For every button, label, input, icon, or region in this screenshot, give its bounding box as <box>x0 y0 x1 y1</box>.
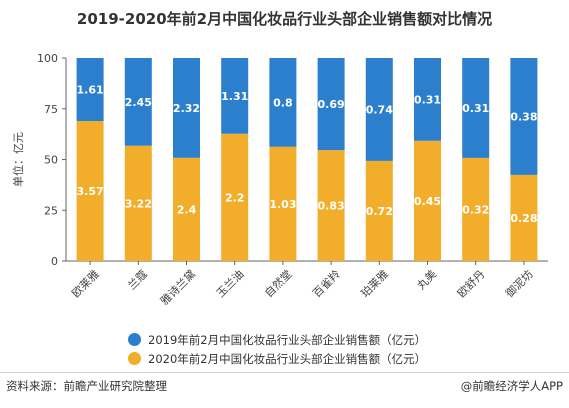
data-label-2019: 0.31 <box>462 102 489 115</box>
bar-2019 <box>317 58 345 151</box>
data-label-2020: 3.57 <box>77 185 104 198</box>
y-tick-label: 75 <box>44 103 58 116</box>
bar-2019 <box>365 58 393 161</box>
source-note: 资料来源：前瞻产业研究院整理 <box>6 379 167 393</box>
bar-2020 <box>462 157 490 261</box>
data-label-2019: 2.32 <box>173 102 200 115</box>
bar-2020 <box>124 145 152 261</box>
data-label-2020: 0.72 <box>366 205 393 218</box>
data-label-2020: 3.22 <box>125 197 152 210</box>
footer-divider <box>0 372 569 373</box>
bar-2019 <box>269 58 297 147</box>
legend-item-2020: 2020年前2月中国化妆品行业头部企业销售额（亿元） <box>128 349 426 368</box>
bar-2020 <box>510 174 538 261</box>
data-label-2020: 2.4 <box>177 203 197 216</box>
x-tick-label: 雅诗兰黛 <box>157 267 198 308</box>
bar-2019 <box>221 58 249 134</box>
legend-item-2019: 2019年前2月中国化妆品行业头部企业销售额（亿元） <box>128 330 426 349</box>
data-label-2019: 0.69 <box>318 98 345 111</box>
data-label-2020: 0.28 <box>510 212 537 225</box>
x-tick-label: 百雀羚 <box>310 267 343 300</box>
bar-2020 <box>221 133 249 261</box>
x-tick-label: 兰蔻 <box>125 268 150 293</box>
credit-note: @前瞻经济学人APP <box>460 379 563 393</box>
x-tick-label: 珀莱雅 <box>358 267 391 300</box>
x-tick-label: 欧莱雅 <box>69 267 102 300</box>
x-tick-label: 自然堂 <box>261 267 294 300</box>
stacked-bar-chart: 单位：亿元 0 25 50 75 100 1.61 3.57 欧莱雅 2.45 3.22 兰蔻 2.32… <box>11 52 548 308</box>
y-tick-label: 50 <box>44 154 58 167</box>
data-label-2020: 2.2 <box>225 191 245 204</box>
bar-2019 <box>510 58 538 175</box>
bar-2020 <box>173 157 200 261</box>
legend-label-2020: 2020年前2月中国化妆品行业头部企业销售额（亿元） <box>148 351 427 366</box>
data-label-2019: 1.61 <box>77 84 104 97</box>
bar-2019 <box>124 58 152 146</box>
bar-2020 <box>269 146 297 261</box>
bar-2019 <box>76 58 104 122</box>
data-label-2020: 0.83 <box>318 200 345 213</box>
data-label-2020: 1.03 <box>269 198 296 211</box>
y-tick-label: 25 <box>44 204 58 217</box>
data-label-2019: 1.31 <box>221 90 248 103</box>
y-tick-label: 0 <box>51 255 58 268</box>
bar-2019 <box>173 58 200 158</box>
y-tick-label: 100 <box>37 52 58 65</box>
chart-title: 2019-2020年前2月中国化妆品行业头部企业销售额对比情况 <box>76 10 493 28</box>
y-axis-label: 单位：亿元 <box>11 132 25 187</box>
bar-2019 <box>414 58 441 141</box>
x-tick-label: 玉兰油 <box>213 267 246 300</box>
data-label-2019: 0.38 <box>510 110 537 123</box>
legend-swatch-2020 <box>128 352 141 365</box>
data-label-2019: 0.31 <box>414 93 441 106</box>
bar-2020 <box>365 160 393 261</box>
data-label-2020: 0.45 <box>414 195 441 208</box>
data-label-2019: 0.8 <box>273 96 293 109</box>
legend-label-2019: 2019年前2月中国化妆品行业头部企业销售额（亿元） <box>148 332 427 347</box>
bar-2020 <box>76 121 104 261</box>
x-tick-label: 丸美 <box>415 268 440 293</box>
data-label-2019: 2.45 <box>125 96 152 109</box>
bar-2020 <box>414 140 441 261</box>
x-tick-label: 欧舒丹 <box>454 267 487 300</box>
x-tick-label: 御泥坊 <box>502 267 535 300</box>
legend-swatch-2019 <box>128 333 141 346</box>
data-label-2020: 0.32 <box>462 203 489 216</box>
legend: 2019年前2月中国化妆品行业头部企业销售额（亿元） 2020年前2月中国化妆品… <box>128 330 426 368</box>
bar-2020 <box>317 150 345 261</box>
bar-2019 <box>462 58 490 158</box>
data-label-2019: 0.74 <box>366 103 393 116</box>
